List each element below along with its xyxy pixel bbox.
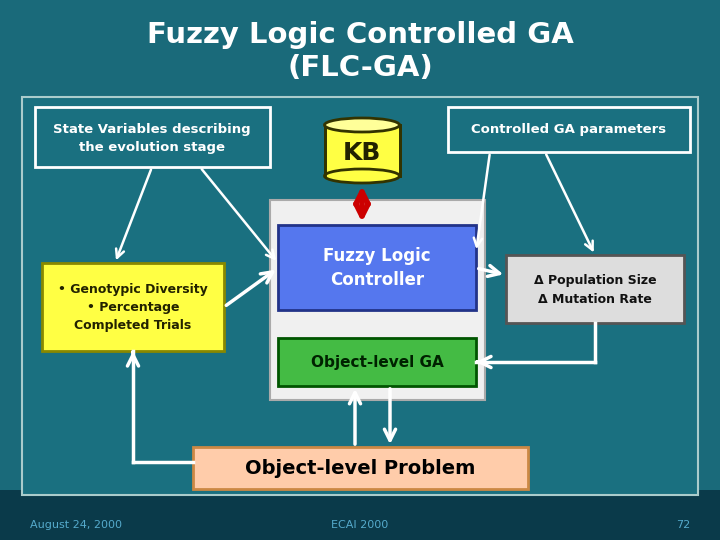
Text: Object-level Problem: Object-level Problem bbox=[245, 458, 475, 477]
Ellipse shape bbox=[325, 169, 400, 183]
Text: ECAI 2000: ECAI 2000 bbox=[331, 520, 389, 530]
Bar bbox=[0, 490, 720, 540]
Text: KB: KB bbox=[343, 140, 381, 165]
Bar bbox=[42, 263, 224, 351]
Bar bbox=[325, 125, 400, 176]
Bar bbox=[22, 97, 698, 495]
Bar bbox=[278, 338, 476, 386]
Bar bbox=[506, 255, 684, 323]
Bar bbox=[35, 107, 270, 167]
Bar bbox=[193, 447, 528, 489]
Text: State Variables describing
the evolution stage: State Variables describing the evolution… bbox=[53, 123, 251, 153]
Text: Fuzzy Logic Controlled GA: Fuzzy Logic Controlled GA bbox=[147, 21, 573, 49]
Text: 72: 72 bbox=[676, 520, 690, 530]
Text: Controlled GA parameters: Controlled GA parameters bbox=[472, 124, 667, 137]
Ellipse shape bbox=[325, 118, 400, 132]
Bar bbox=[278, 225, 476, 310]
Text: Fuzzy Logic
Controller: Fuzzy Logic Controller bbox=[323, 247, 431, 289]
Bar bbox=[448, 107, 690, 152]
Text: • Genotypic Diversity
• Percentage
Completed Trials: • Genotypic Diversity • Percentage Compl… bbox=[58, 284, 208, 333]
Text: August 24, 2000: August 24, 2000 bbox=[30, 520, 122, 530]
Text: (FLC-GA): (FLC-GA) bbox=[287, 54, 433, 82]
Text: Δ Population Size
Δ Mutation Rate: Δ Population Size Δ Mutation Rate bbox=[534, 274, 657, 306]
Text: Object-level GA: Object-level GA bbox=[310, 354, 444, 369]
Bar bbox=[270, 200, 485, 400]
